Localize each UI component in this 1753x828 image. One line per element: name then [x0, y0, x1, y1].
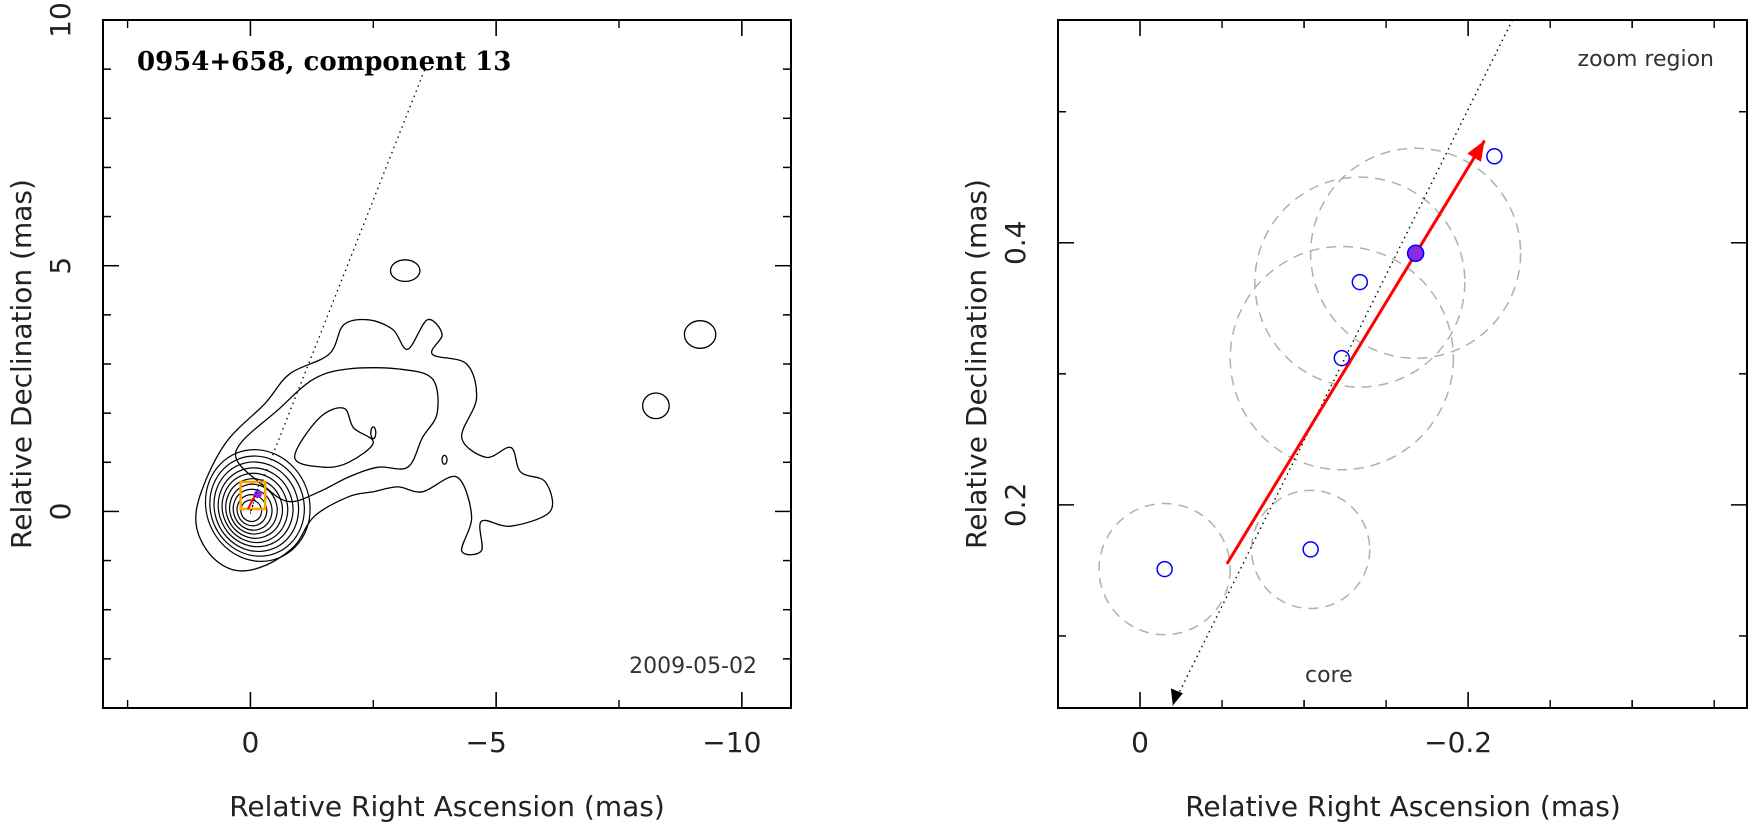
core-contour-ring — [240, 499, 263, 523]
zoom-region-annotation: zoom region — [1578, 47, 1714, 72]
error-circle — [1309, 147, 1522, 360]
x-tick-label: 0 — [1131, 726, 1149, 759]
x-tick-label: −0.2 — [1424, 726, 1492, 759]
component-position-marker — [1156, 560, 1173, 578]
y-tick-label: 5 — [44, 257, 77, 275]
core-arrowhead — [1170, 688, 1183, 706]
core-contour-ring — [232, 488, 273, 531]
core-contour-ring — [225, 478, 283, 539]
core-contour-ring — [209, 455, 305, 557]
jet-direction-line — [249, 68, 426, 512]
contour-island — [441, 454, 448, 465]
y-tick-label: 0 — [44, 503, 77, 521]
core-contour-ring — [213, 461, 300, 553]
y-tick-label: 0.4 — [999, 221, 1032, 266]
core-contour-ring — [221, 472, 289, 544]
x-tick-label: 0 — [242, 726, 260, 759]
jet-direction-line — [1172, 20, 1514, 706]
chart-title: 0954+658, component 13 — [137, 47, 511, 77]
right-axis-ticks: 0 −0.2 0.2 0.4 — [999, 20, 1747, 759]
left-y-axis-label: Relative Declination (mas) — [5, 179, 38, 549]
core-contour-ring — [204, 449, 311, 562]
epoch-date-label: 2009-05-02 — [629, 654, 757, 679]
contour-island — [370, 426, 377, 440]
x-tick-label: −10 — [702, 726, 761, 759]
contour-island — [683, 320, 717, 349]
x-tick-label: −5 — [466, 726, 507, 759]
error-circle — [1254, 176, 1466, 388]
left-x-axis-label: Relative Right Ascension (mas) — [229, 790, 665, 823]
velocity-arrowhead — [1467, 140, 1485, 162]
contour-map-panel: 0 −5 −10 0 5 10 0954+658, component 13 2009-0… — [5, 2, 792, 823]
component-position-marker — [1302, 541, 1319, 558]
inner-contour-2 — [294, 407, 374, 469]
error-circle — [1229, 245, 1455, 471]
right-plot-frame — [1057, 19, 1748, 709]
contour-island — [641, 392, 670, 420]
component-position-marker — [1486, 148, 1503, 165]
y-tick-label: 10 — [44, 2, 77, 38]
component-position-marker — [1351, 273, 1369, 291]
component-position-marker — [1333, 349, 1351, 367]
contour-island — [389, 259, 421, 283]
inner-contour — [235, 367, 439, 503]
y-tick-label: 0.2 — [999, 483, 1032, 528]
left-plot-frame — [102, 19, 792, 709]
outer-contour — [195, 318, 554, 572]
zoom-plot-content — [1098, 20, 1522, 706]
component-marker — [253, 490, 262, 499]
current-component-marker — [1406, 244, 1425, 263]
core-annotation: core — [1305, 663, 1353, 688]
error-circle — [1250, 489, 1371, 610]
map-overlay — [239, 68, 426, 515]
zoom-region-box — [239, 480, 267, 511]
core-contour-ring — [217, 467, 294, 548]
right-y-axis-label: Relative Declination (mas) — [960, 179, 993, 549]
right-x-axis-label: Relative Right Ascension (mas) — [1185, 790, 1621, 823]
left-axis-ticks: 0 −5 −10 0 5 10 — [44, 2, 791, 759]
error-circle — [1098, 502, 1231, 636]
core-direction-segment — [249, 479, 261, 515]
contour-lines — [195, 259, 717, 572]
zoom-panel: 0 −0.2 0.2 0.4 zoom region core Relative Ri… — [960, 19, 1748, 823]
core-contour-ring — [228, 483, 278, 535]
velocity-arrow — [1225, 139, 1486, 565]
